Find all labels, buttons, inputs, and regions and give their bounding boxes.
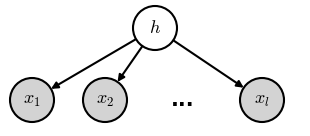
Text: $x_2$: $x_2$ [96,91,114,109]
Circle shape [133,6,177,50]
Text: $x_l$: $x_l$ [254,91,270,109]
Circle shape [240,78,284,122]
Text: ...: ... [171,90,195,110]
Text: $h$: $h$ [149,19,161,37]
Circle shape [83,78,127,122]
Circle shape [10,78,54,122]
Text: $x_1$: $x_1$ [23,91,41,109]
